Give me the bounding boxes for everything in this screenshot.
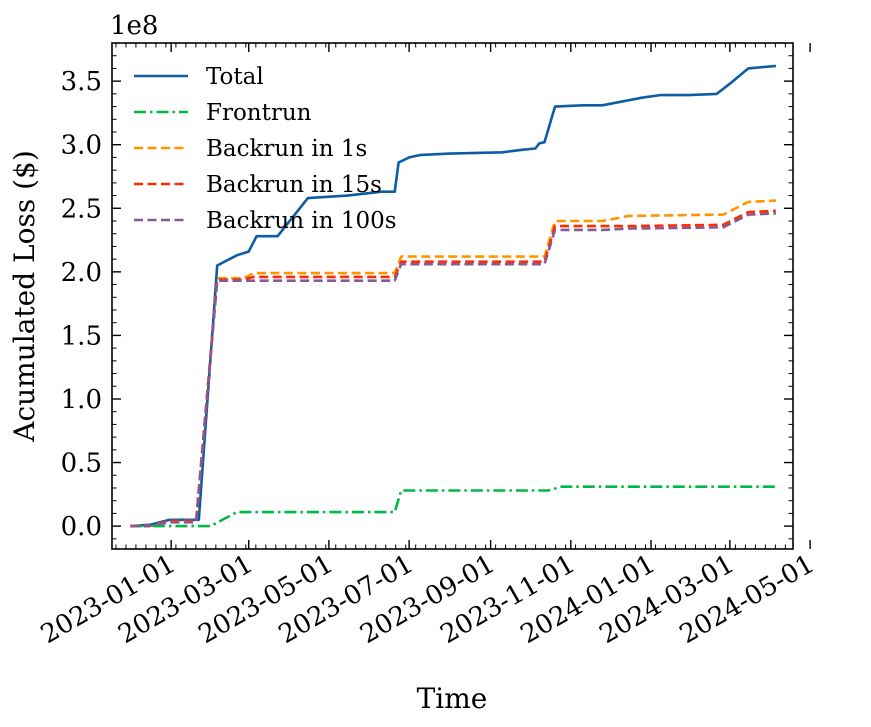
legend-label: Backrun in 15s bbox=[206, 172, 382, 198]
legend-label: Backrun in 100s bbox=[206, 208, 397, 234]
y-tick-label: 3.5 bbox=[61, 67, 102, 97]
y-tick-label: 2.5 bbox=[61, 194, 102, 224]
x-axis-label: Time bbox=[417, 682, 488, 715]
y-tick-label: 3.0 bbox=[61, 131, 102, 161]
y-offset-text: 1e8 bbox=[110, 11, 158, 41]
series-line-frontrun bbox=[130, 485, 776, 528]
series-line-backrun-in-15s bbox=[130, 209, 776, 528]
x-tick-labels: 2023-01-012023-03-012023-05-012023-07-01… bbox=[36, 549, 820, 650]
y-tick-label: 1.0 bbox=[61, 385, 102, 415]
series-line-backrun-in-1s bbox=[130, 199, 776, 528]
series-line-backrun-in-100s bbox=[130, 212, 776, 528]
y-tick-label: 1.5 bbox=[61, 321, 102, 351]
legend-label: Total bbox=[206, 64, 264, 90]
plot-frame bbox=[111, 42, 794, 550]
y-tick-label: 0.5 bbox=[61, 449, 102, 479]
series-lines bbox=[130, 64, 777, 528]
y-tick-label: 0.0 bbox=[61, 512, 102, 542]
y-tick-label: 2.0 bbox=[61, 258, 102, 288]
legend: Total Frontrun Backrun in 1s Backrun in 15s… bbox=[134, 64, 397, 234]
y-axis-label: Acumulated Loss ($) bbox=[8, 150, 41, 443]
legend-label: Frontrun bbox=[206, 100, 312, 126]
y-tick-labels: 0.0 0.5 1.0 1.5 2.0 2.5 3.0 3.5 bbox=[61, 67, 102, 542]
legend-label: Backrun in 1s bbox=[206, 136, 367, 162]
major-ticks bbox=[112, 43, 811, 549]
series-line-total bbox=[130, 64, 777, 528]
